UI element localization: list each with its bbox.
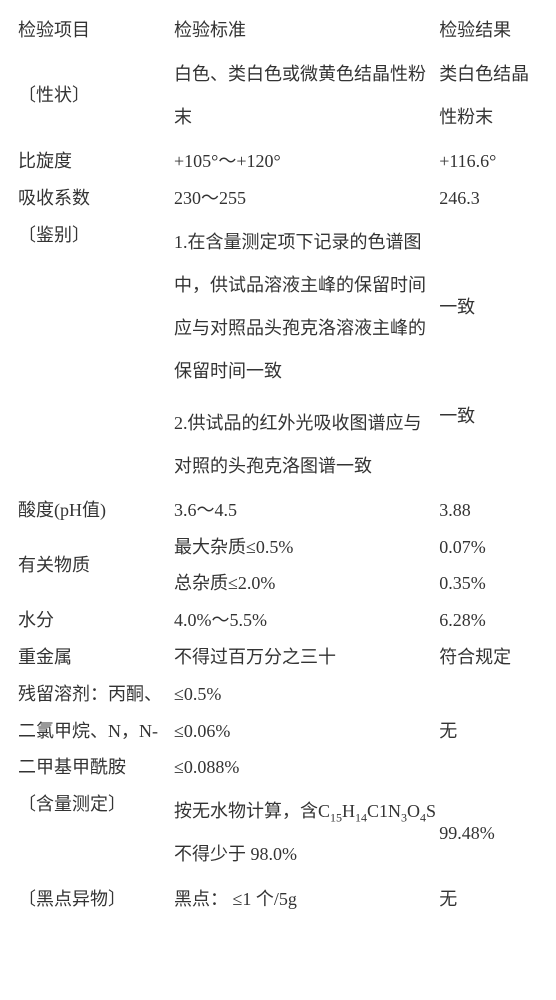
- res-blackdot: 无: [439, 881, 538, 918]
- res-absorption: 246.3: [439, 180, 538, 217]
- table-row: 残留溶剂：丙酮、 ≤0.5%: [18, 676, 538, 713]
- item-identification: 〔鉴别〕: [18, 217, 174, 492]
- res-related-1: 0.07%: [439, 529, 538, 566]
- res-metal: 符合规定: [439, 639, 538, 676]
- item-solvent-1: 残留溶剂：丙酮、: [18, 676, 174, 713]
- res-identification-2: 一致: [439, 398, 538, 492]
- table-header-row: 检验项目 检验标准 检验结果: [18, 12, 538, 49]
- header-item: 检验项目: [18, 12, 174, 49]
- item-ph: 酸度(pH值): [18, 492, 174, 529]
- res-ph: 3.88: [439, 492, 538, 529]
- formula-prefix: 按无水物计算，含C: [174, 801, 330, 821]
- std-blackdot: 黑点： ≤1 个/5g: [174, 881, 439, 918]
- formula-sub: 14: [355, 811, 367, 825]
- std-water: 4.0%～5.5%: [174, 602, 439, 639]
- formula-sub: 15: [330, 811, 342, 825]
- table-row: 比旋度 +105°～+120° +116.6°: [18, 143, 538, 180]
- std-solvent-1: ≤0.5%: [174, 676, 439, 713]
- item-solvent-3: 二甲基甲酰胺: [18, 749, 174, 786]
- std-identification-1: 1.在含量测定项下记录的色谱图中，供试品溶液主峰的保留时间应与对照品头孢克洛溶液…: [174, 217, 439, 398]
- item-content: 〔含量测定〕: [18, 786, 174, 880]
- item-water: 水分: [18, 602, 174, 639]
- std-related-1: 最大杂质≤0.5%: [174, 529, 439, 566]
- res-content: 99.48%: [439, 786, 538, 880]
- std-absorption: 230～255: [174, 180, 439, 217]
- std-content: 按无水物计算，含C15H14C1N3O4S 不得少于 98.0%: [174, 786, 439, 880]
- res-solvent-2: 无: [439, 713, 538, 750]
- std-rotation: +105°～+120°: [174, 143, 439, 180]
- item-solvent-2: 二氯甲烷、N，N-: [18, 713, 174, 750]
- item-blackdot: 〔黑点异物〕: [18, 881, 174, 918]
- table-row: 重金属 不得过百万分之三十 符合规定: [18, 639, 538, 676]
- table-row: 有关物质 最大杂质≤0.5% 0.07%: [18, 529, 538, 566]
- item-rotation: 比旋度: [18, 143, 174, 180]
- table-row: 酸度(pH值) 3.6～4.5 3.88: [18, 492, 538, 529]
- formula-s: S: [426, 801, 436, 821]
- res-solvent-1: [439, 676, 538, 713]
- item-related: 有关物质: [18, 529, 174, 603]
- spec-table: 检验项目 检验标准 检验结果 〔性状〕 白色、类白色或微黄色结晶性粉末 类白色结…: [18, 12, 538, 917]
- res-identification-1: 一致: [439, 217, 538, 398]
- table-row: 二甲基甲酰胺 ≤0.088%: [18, 749, 538, 786]
- item-metal: 重金属: [18, 639, 174, 676]
- res-related-2: 0.35%: [439, 565, 538, 602]
- table-row: 〔鉴别〕 1.在含量测定项下记录的色谱图中，供试品溶液主峰的保留时间应与对照品头…: [18, 217, 538, 398]
- std-solvent-2: ≤0.06%: [174, 713, 439, 750]
- header-standard: 检验标准: [174, 12, 439, 49]
- table-row: 〔黑点异物〕 黑点： ≤1 个/5g 无: [18, 881, 538, 918]
- item-absorption: 吸收系数: [18, 180, 174, 217]
- table-row: 二氯甲烷、N，N- ≤0.06% 无: [18, 713, 538, 750]
- table-row: 〔性状〕 白色、类白色或微黄色结晶性粉末 类白色结晶性粉末: [18, 49, 538, 143]
- std-related-2: 总杂质≤2.0%: [174, 565, 439, 602]
- res-solvent-3: [439, 749, 538, 786]
- std-metal: 不得过百万分之三十: [174, 639, 439, 676]
- std-identification-2: 2.供试品的红外光吸收图谱应与对照的头孢克洛图谱一致: [174, 398, 439, 492]
- res-water: 6.28%: [439, 602, 538, 639]
- table-row: 〔含量测定〕 按无水物计算，含C15H14C1N3O4S 不得少于 98.0% …: [18, 786, 538, 880]
- header-result: 检验结果: [439, 12, 538, 49]
- formula-h: H: [342, 801, 355, 821]
- formula-cln: C1N: [367, 801, 401, 821]
- std-content-line2: 不得少于 98.0%: [174, 844, 297, 864]
- std-solvent-3: ≤0.088%: [174, 749, 439, 786]
- item-appearance: 〔性状〕: [18, 49, 174, 143]
- res-rotation: +116.6°: [439, 143, 538, 180]
- std-ph: 3.6～4.5: [174, 492, 439, 529]
- std-appearance: 白色、类白色或微黄色结晶性粉末: [174, 49, 439, 143]
- table-row: 吸收系数 230～255 246.3: [18, 180, 538, 217]
- res-appearance: 类白色结晶性粉末: [439, 49, 538, 143]
- table-row: 水分 4.0%～5.5% 6.28%: [18, 602, 538, 639]
- formula-o: O: [407, 801, 420, 821]
